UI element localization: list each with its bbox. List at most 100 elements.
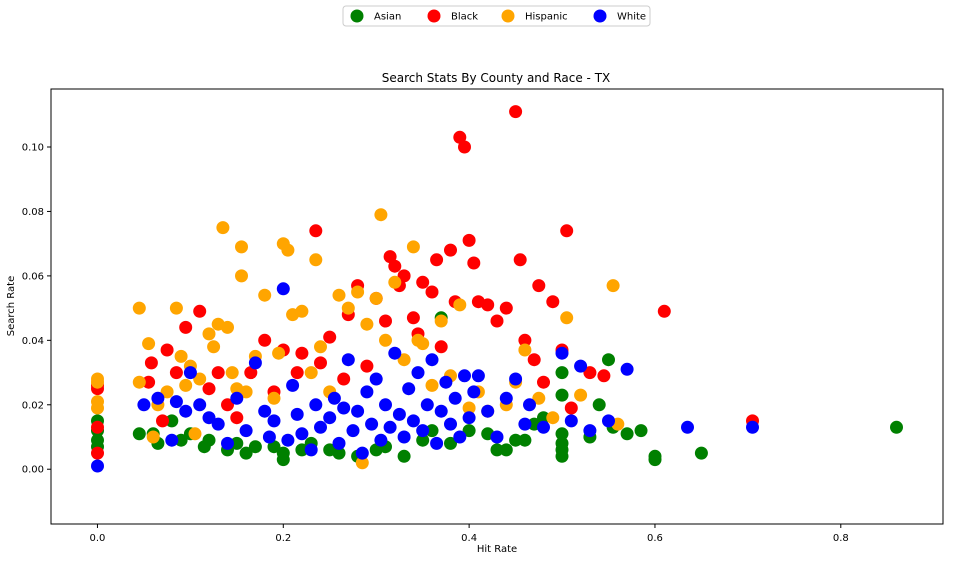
y-tick-label: 0.00 <box>22 465 44 476</box>
point-black <box>490 314 504 328</box>
point-hispanic <box>406 240 420 254</box>
point-hispanic <box>379 333 392 347</box>
point-white <box>267 414 281 428</box>
point-hispanic <box>239 385 253 399</box>
legend: Asian Black Hispanic White <box>342 5 651 27</box>
point-white <box>151 391 165 405</box>
point-black <box>462 233 476 247</box>
point-asian <box>202 433 216 447</box>
point-asian <box>267 440 281 454</box>
x-axis-label: Hit Rate <box>477 544 517 555</box>
point-white <box>304 443 318 457</box>
point-white <box>165 433 179 447</box>
point-black <box>583 366 597 380</box>
y-tick-label: 0.10 <box>22 143 44 154</box>
point-white <box>369 372 383 386</box>
point-white <box>137 398 151 412</box>
point-asian <box>444 436 457 450</box>
point-black <box>560 224 574 238</box>
point-asian <box>890 420 903 434</box>
point-black <box>323 330 337 344</box>
point-black <box>499 301 513 315</box>
point-hispanic <box>332 288 346 302</box>
point-hispanic <box>314 340 327 354</box>
point-white <box>281 433 295 447</box>
point-hispanic <box>518 343 532 357</box>
point-white <box>574 359 588 373</box>
point-hispanic <box>351 285 365 299</box>
point-white <box>193 398 207 412</box>
point-black <box>202 382 216 396</box>
point-asian <box>425 424 439 438</box>
point-hispanic <box>91 375 104 389</box>
point-white <box>746 420 759 434</box>
point-white <box>555 346 569 360</box>
point-black <box>657 304 671 318</box>
point-asian <box>602 353 615 367</box>
point-hispanic <box>425 378 439 392</box>
point-black <box>597 369 611 383</box>
point-hispanic <box>179 378 193 392</box>
point-white <box>444 417 457 431</box>
point-hispanic <box>160 385 174 399</box>
point-asian <box>499 443 513 457</box>
point-hispanic <box>132 375 146 389</box>
x-tick-label: 0.6 <box>647 533 663 544</box>
point-black <box>564 401 578 415</box>
point-asian <box>694 446 708 460</box>
point-black <box>244 366 258 380</box>
point-white <box>439 375 453 389</box>
point-hispanic <box>341 301 355 315</box>
point-black <box>160 343 174 357</box>
point-white <box>434 404 448 418</box>
point-white <box>286 378 300 392</box>
point-hispanic <box>267 391 281 405</box>
point-hispanic <box>169 301 183 315</box>
point-white <box>248 356 262 370</box>
point-black <box>546 295 560 309</box>
legend-marker-black <box>427 9 441 23</box>
point-asian <box>462 424 476 438</box>
point-hispanic <box>434 314 448 328</box>
point-white <box>323 411 337 425</box>
y-axis-ticks: 0.00 0.02 0.04 0.06 0.08 0.10 <box>22 143 51 476</box>
point-asian <box>239 446 253 460</box>
point-asian <box>295 443 309 457</box>
point-hispanic <box>388 275 402 289</box>
point-white <box>211 417 225 431</box>
point-hispanic <box>295 304 309 318</box>
point-white <box>481 404 495 418</box>
point-white <box>448 391 462 405</box>
point-black <box>527 353 541 367</box>
chart-title: Search Stats By County and Race - TX <box>382 71 611 85</box>
point-white <box>490 430 504 444</box>
point-white <box>327 391 341 405</box>
point-white <box>169 395 183 409</box>
point-hispanic <box>258 288 272 302</box>
point-white <box>420 398 434 412</box>
point-black <box>532 279 546 293</box>
point-hispanic <box>574 388 588 402</box>
x-axis-ticks: 0.0 0.2 0.4 0.6 0.8 <box>90 524 849 544</box>
plot-frame <box>50 88 944 525</box>
point-asian <box>592 398 606 412</box>
point-hispanic <box>91 401 104 415</box>
point-asian <box>555 436 569 450</box>
point-black <box>337 372 351 386</box>
x-tick-label: 0.2 <box>275 533 291 544</box>
point-white <box>290 407 304 421</box>
point-hispanic <box>272 346 286 360</box>
point-black <box>309 224 323 238</box>
point-white <box>416 424 430 438</box>
point-white <box>471 369 485 383</box>
point-black <box>230 411 244 425</box>
point-black <box>258 333 272 347</box>
point-white <box>402 382 416 396</box>
point-asian <box>416 433 430 447</box>
y-axis-label: Search Rate <box>6 276 17 336</box>
point-white <box>430 436 444 450</box>
point-hispanic <box>532 391 546 405</box>
point-asian <box>397 449 411 463</box>
point-white <box>258 404 272 418</box>
